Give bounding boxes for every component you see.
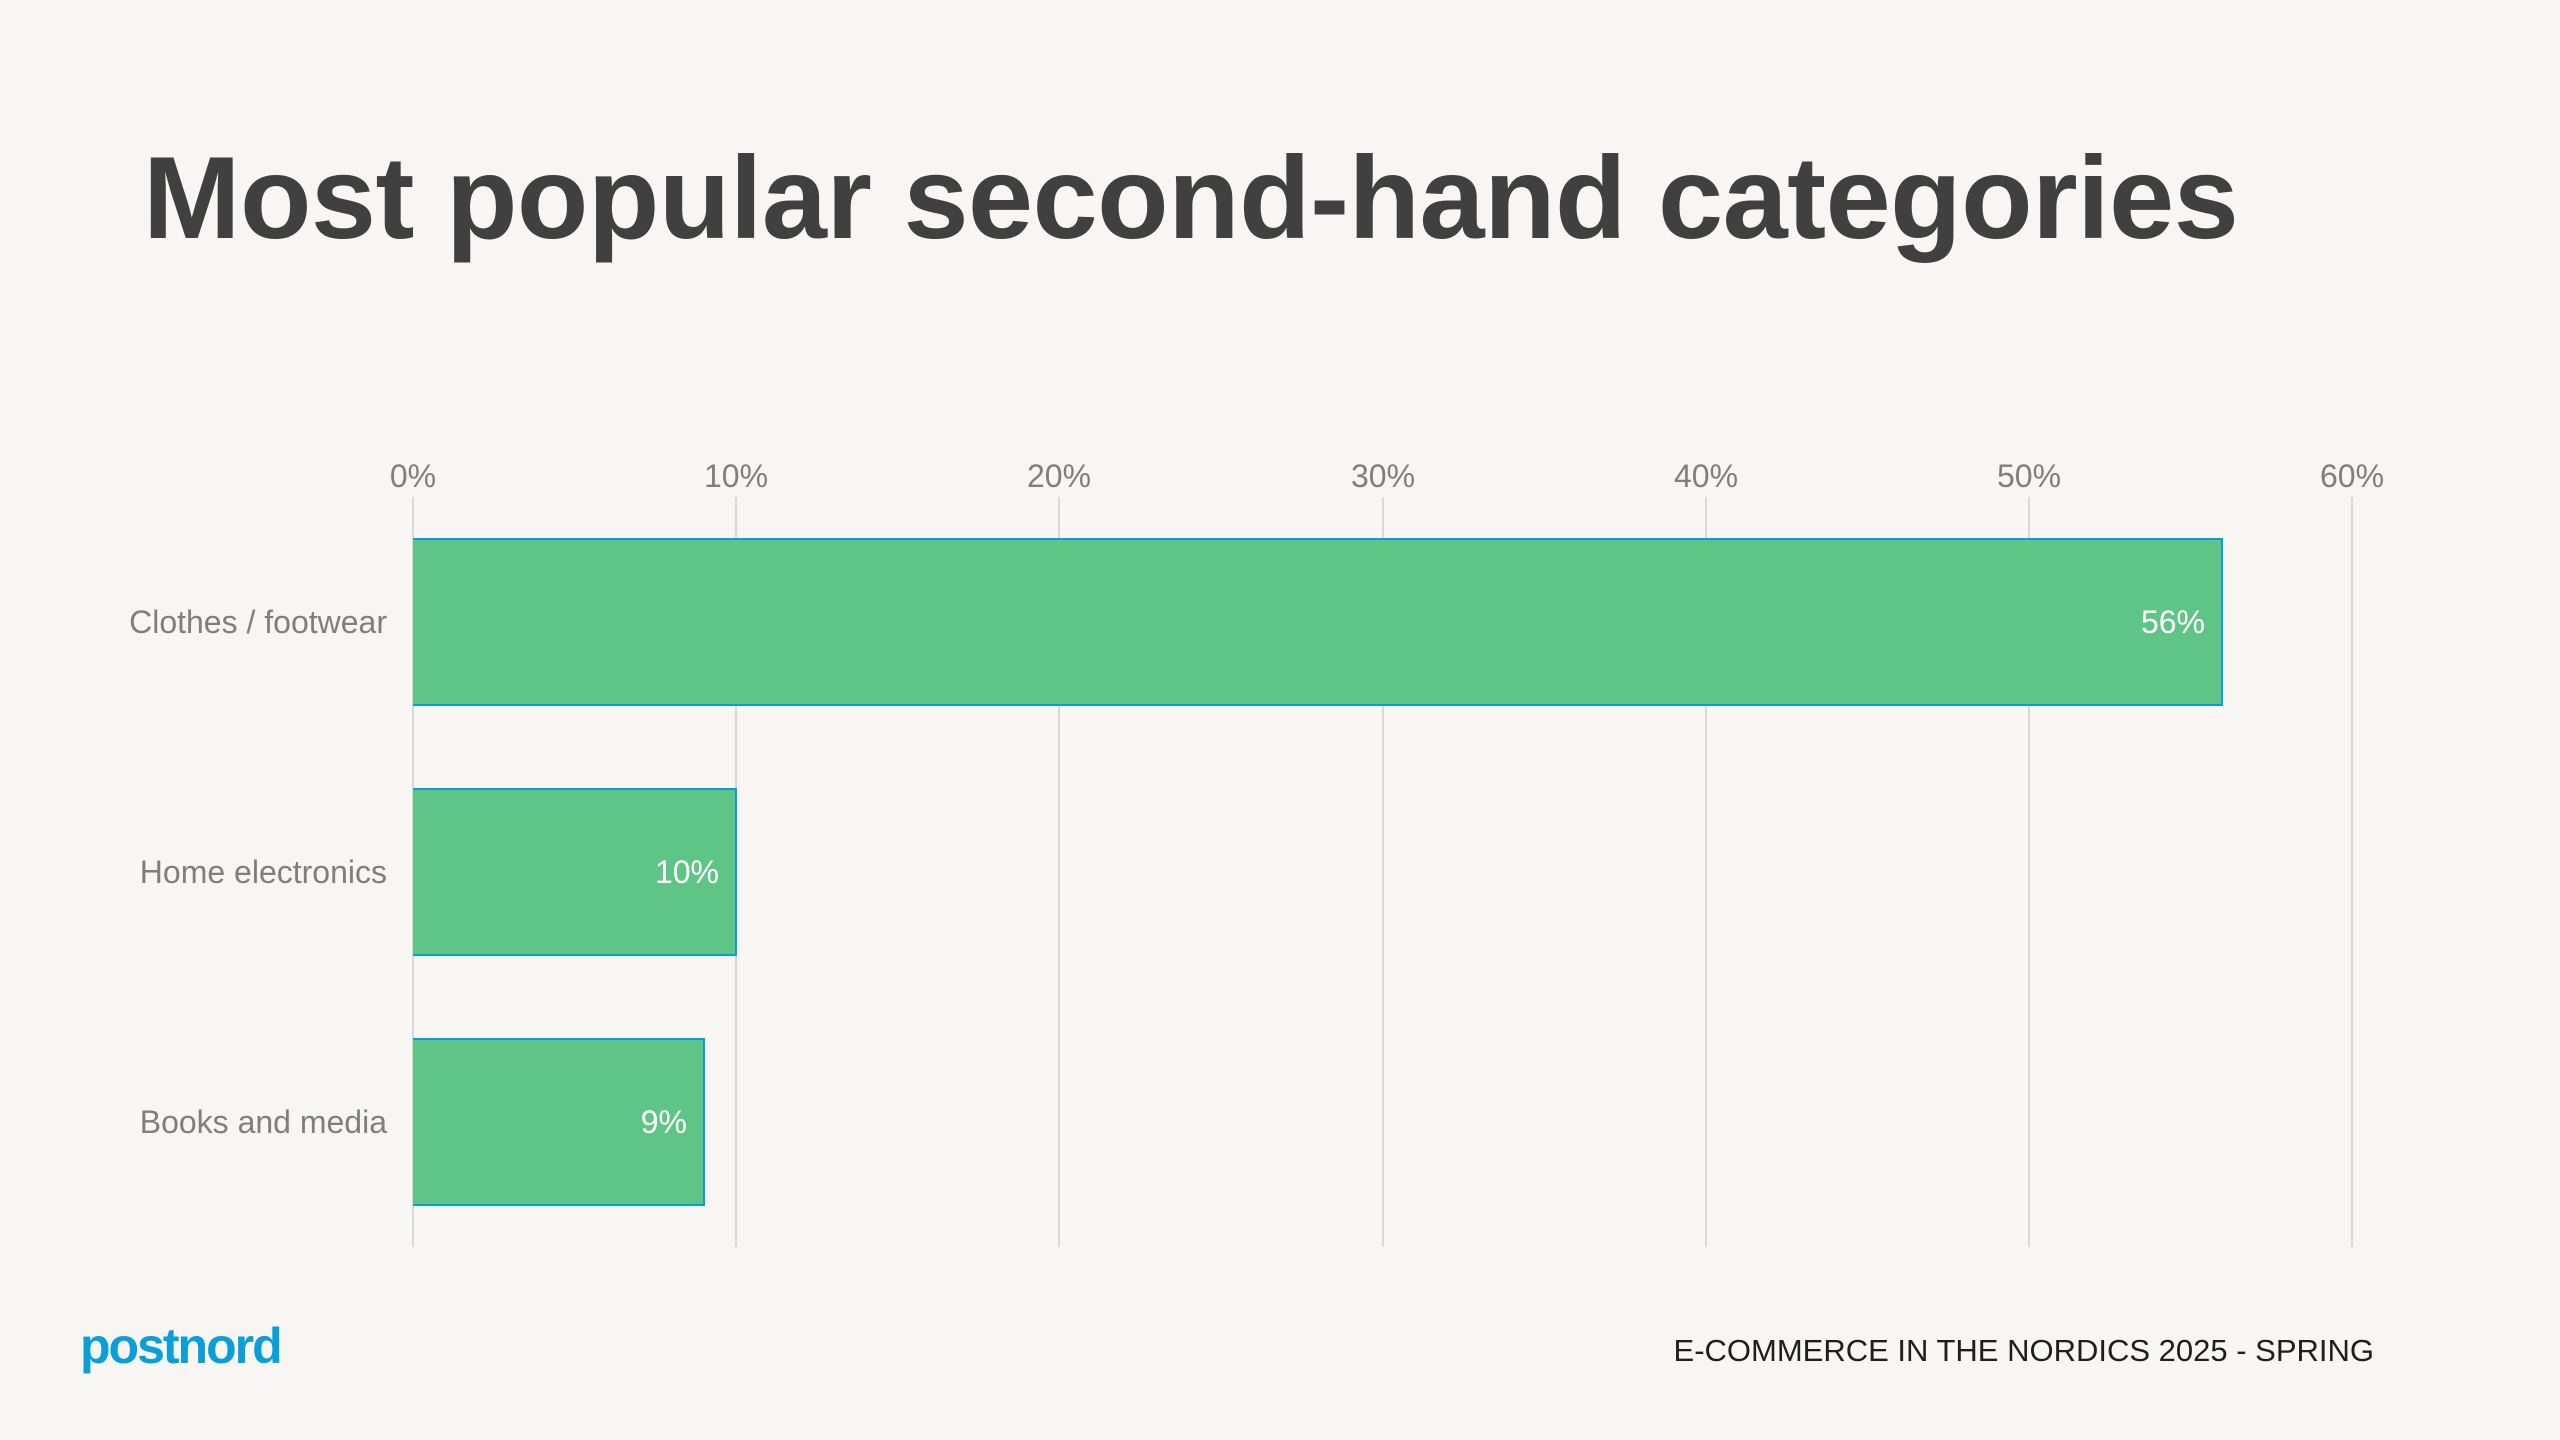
slide-title: Most popular second-hand categories [143,132,2239,263]
bar-value-label: 9% [640,1104,687,1140]
x-tick-label: 10% [703,458,769,494]
category-label: Home electronics [139,854,387,890]
bar-value-label: 56% [2140,604,2205,640]
gridline-30 [1382,497,1384,1247]
gridline-20 [1058,497,1060,1247]
x-tick-label: 30% [1350,458,1416,494]
footer-text: E-COMMERCE IN THE NORDICS 2025 - SPRING [1673,1333,2374,1368]
x-tick-label: 60% [2319,458,2385,494]
x-tick-label: 0% [389,458,437,494]
category-label: Clothes / footwear [129,604,387,640]
x-tick-label: 40% [1673,458,1739,494]
gridline-60 [2351,497,2353,1247]
bar-home-electronics: 10% [413,788,737,956]
postnord-logo: postnord [80,1318,283,1374]
x-tick-label: 50% [1996,458,2062,494]
category-label: Books and media [139,1104,387,1140]
x-tick-label: 20% [1026,458,1092,494]
bar-clothes-footwear: 56% [413,538,2223,706]
gridline-40 [1705,497,1707,1247]
bar-books-media: 9% [413,1038,705,1206]
gridline-50 [2028,497,2030,1247]
bar-value-label: 10% [654,854,719,890]
